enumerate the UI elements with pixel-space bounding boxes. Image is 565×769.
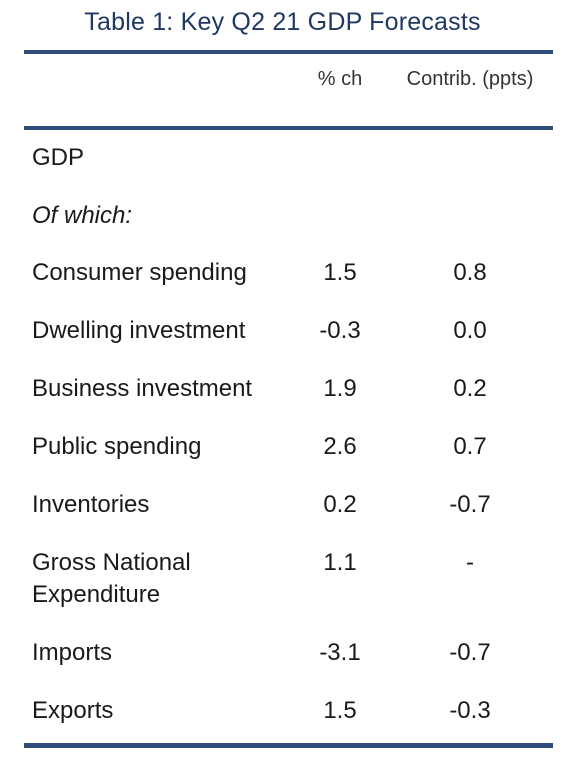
row-pct-change: 2.6: [323, 433, 357, 460]
header-rule: [24, 126, 553, 130]
row-contribution: 0.0: [453, 317, 487, 344]
row-label-of-which: Of which:: [32, 202, 133, 229]
row-pct-change: 1.9: [323, 375, 357, 402]
row-label: Public spending: [32, 433, 202, 460]
row-label-gdp: GDP: [32, 144, 85, 171]
row-contribution: -: [466, 549, 474, 576]
row-contribution: -0.3: [449, 697, 491, 724]
row-contribution: -0.7: [449, 639, 491, 666]
row-contribution: 0.8: [453, 259, 487, 286]
bottom-rule: [24, 743, 553, 748]
row-pct-change: -0.3: [319, 317, 361, 344]
row-pct-change: 1.5: [323, 259, 357, 286]
column-header-contribution: Contrib. (ppts): [406, 68, 534, 90]
row-contribution: 0.7: [453, 433, 487, 460]
row-label: Exports: [32, 697, 114, 724]
row-label: Dwelling investment: [32, 317, 246, 344]
row-contribution: 0.2: [453, 375, 487, 402]
row-label: Consumer spending: [32, 259, 247, 286]
row-label-line-1: Gross National: [32, 549, 191, 576]
row-pct-change: 1.1: [323, 549, 357, 576]
row-pct-change: 1.5: [323, 697, 357, 724]
top-rule: [24, 50, 553, 54]
column-header-pct-change: % ch: [317, 68, 363, 90]
row-label: Inventories: [32, 491, 150, 518]
row-label-line-2: Expenditure: [32, 581, 161, 608]
row-pct-change: 0.2: [323, 491, 357, 518]
row-label: Imports: [32, 639, 113, 666]
row-label: Business investment: [32, 375, 253, 402]
table-title: Table 1: Key Q2 21 GDP Forecasts: [84, 8, 481, 36]
row-pct-change: -3.1: [319, 639, 361, 666]
row-contribution: -0.7: [449, 491, 491, 518]
